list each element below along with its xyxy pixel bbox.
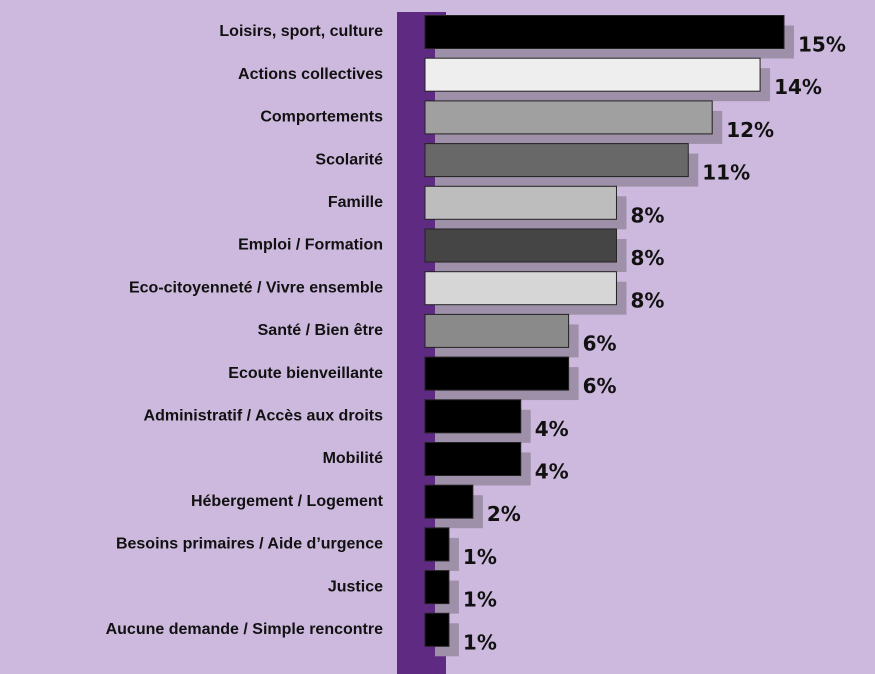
bar [424,313,570,348]
value-label: 8% [630,289,664,313]
value-label: 6% [583,374,617,398]
bar [424,143,689,178]
category-label: Ecoute bienveillante [228,365,383,382]
value-label: 14% [774,75,822,99]
category-label: Santé / Bien être [258,322,383,339]
category-label: Actions collectives [238,66,383,83]
bar [424,612,450,647]
bar [424,100,713,135]
bar [424,271,617,306]
bar [424,527,450,562]
category-label: Aucune demande / Simple rencontre [106,621,384,638]
category-label: Emploi / Formation [238,237,383,254]
value-label: 4% [535,417,569,441]
category-label: Famille [328,194,383,211]
value-label: 8% [630,203,664,227]
category-label: Comportements [260,109,383,126]
category-label: Eco-citoyenneté / Vivre ensemble [129,279,383,296]
bar [424,57,761,92]
value-label: 1% [463,588,497,612]
value-label: 6% [583,331,617,355]
value-label: 11% [702,161,750,185]
bar [424,442,522,476]
category-label: Mobilité [323,450,384,467]
value-label: 1% [463,545,497,569]
value-label: 15% [798,33,846,57]
category-label: Besoins primaires / Aide d’urgence [116,536,383,553]
category-label: Scolarité [315,151,383,168]
bar [424,570,450,605]
bar [424,15,785,49]
category-label: Loisirs, sport, culture [219,23,383,40]
bar [424,484,474,519]
category-label: Administratif / Accès aux droits [144,408,384,425]
value-label: 8% [630,246,664,270]
value-label: 2% [487,502,521,526]
bar [424,185,617,220]
category-label: Hébergement / Logement [191,493,384,510]
category-label: Justice [328,578,383,595]
bar [424,228,617,263]
value-label: 1% [463,630,497,654]
bar [424,356,570,391]
bar [424,399,522,434]
value-label: 12% [726,118,774,142]
value-label: 4% [535,460,569,484]
